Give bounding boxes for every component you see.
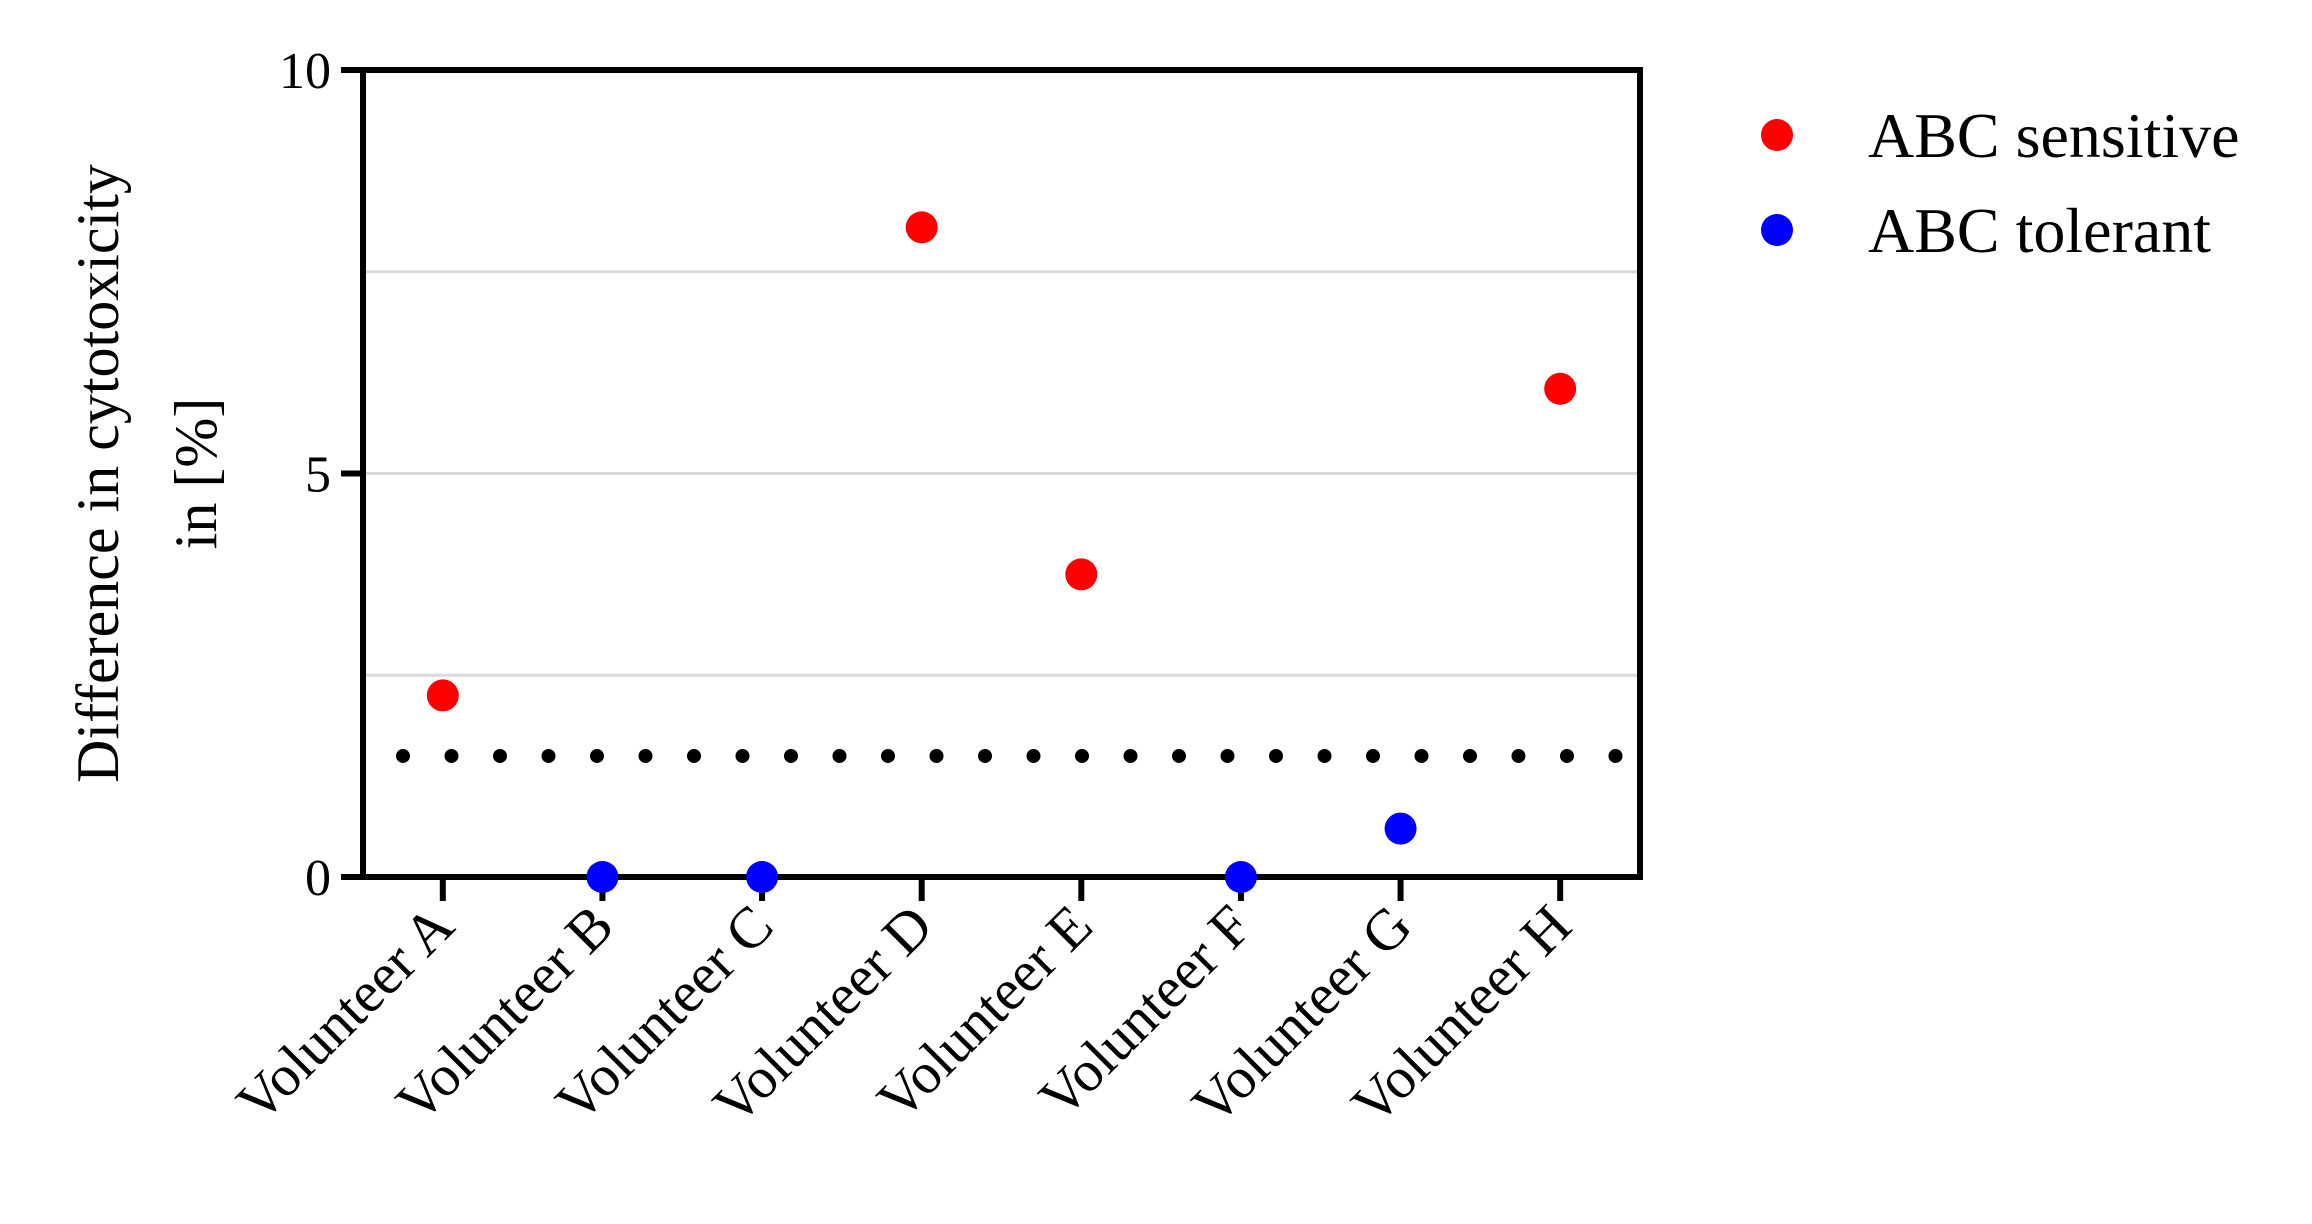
y-tick-label: 0: [305, 850, 331, 907]
y-tick-label: 10: [279, 43, 331, 100]
data-point: [1065, 558, 1098, 591]
data-point: [1224, 861, 1257, 893]
data-point: [1544, 372, 1577, 405]
data-point: [1384, 812, 1417, 845]
gridlines: [363, 270, 1640, 677]
y-tick-label: 5: [305, 447, 331, 504]
legend-label: ABC tolerant: [1868, 195, 2211, 266]
y-axis-ticks: 0 5 10: [279, 43, 363, 907]
data-point: [586, 861, 619, 893]
data-point: [905, 211, 938, 244]
y-axis-title-line: in [%]: [163, 398, 229, 550]
data-point: [426, 679, 459, 712]
data-points: [426, 211, 1577, 893]
legend-marker: [1761, 214, 1793, 246]
y-axis-title: Difference in cytotoxicity in [%]: [65, 164, 229, 783]
legend-marker: [1761, 119, 1793, 151]
y-axis-title-line: Difference in cytotoxicity: [65, 164, 131, 783]
legend: ABC sensitive ABC tolerant: [1761, 100, 2240, 266]
legend-label: ABC sensitive: [1868, 100, 2240, 171]
data-point: [746, 861, 779, 893]
